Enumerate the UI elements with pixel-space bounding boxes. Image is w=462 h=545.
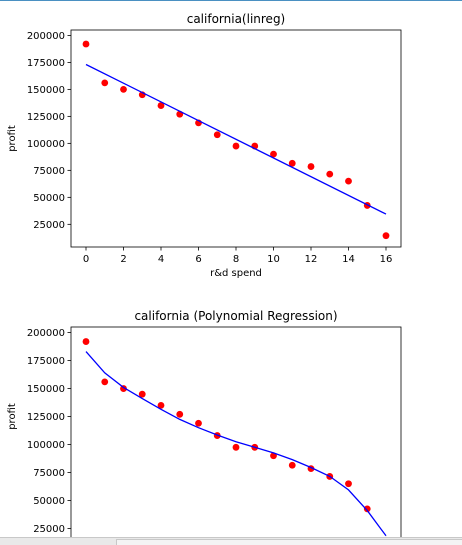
chart2-data-point (288, 461, 296, 469)
chart1-data-point (307, 163, 315, 170)
chart2-data-point (157, 401, 165, 409)
chart2-plot-frame (70, 326, 402, 545)
chart1-data-point (326, 170, 334, 178)
chart1-ytick-label: 200000 (27, 31, 65, 42)
chart1-ytick-label: 125000 (27, 112, 65, 123)
chart1-ytick-label: 50000 (33, 193, 65, 204)
chart2-ytick-label: 100000 (27, 440, 65, 451)
chart1-data-point (213, 131, 221, 139)
chart1-data-point (120, 85, 127, 93)
chart2-data-point (138, 390, 146, 398)
chart2-data-point (232, 443, 240, 451)
chart2-y-axis-label: profit (7, 403, 18, 430)
chart1-ytick-label: 150000 (27, 85, 65, 96)
chart1-ytick-label: 100000 (27, 139, 65, 150)
chart1-data-point (345, 177, 352, 185)
chart2-ytick-label: 25000 (33, 524, 65, 535)
chart2-data-point (195, 419, 202, 427)
chart1-data-point (101, 79, 109, 87)
chart2-ytick-label: 200000 (27, 328, 65, 339)
chart1-xtick-label: 10 (267, 254, 280, 265)
bottom-panel-tab[interactable] (116, 539, 462, 545)
chart1-data-point (288, 159, 296, 167)
chart1-xtick-label: 4 (158, 254, 164, 265)
chart2-ytick-label: 75000 (33, 468, 65, 479)
chart2-data-point (101, 378, 109, 386)
chart2-ytick-label: 125000 (27, 412, 65, 423)
chart2-ytick-label: 150000 (27, 384, 65, 395)
chart1-data-point (82, 40, 90, 48)
chart1-fit-line (85, 63, 387, 215)
chart2-ytick-label: 50000 (33, 496, 65, 507)
chart2-data-point (363, 505, 371, 513)
chart1-xtick-label: 0 (83, 254, 89, 265)
chart1-plot-frame (70, 29, 402, 248)
chart2-ytick-label: 175000 (27, 356, 65, 367)
chart1-xtick-label: 6 (195, 254, 201, 265)
chart2-data-point (82, 338, 90, 345)
chart1-y-axis-label: profit (7, 125, 18, 152)
chart1-xtick-label: 14 (342, 254, 355, 265)
chart1-xtick-label: 12 (305, 254, 318, 265)
chart2-data-point (345, 480, 352, 488)
chart1-ytick-label: 75000 (33, 166, 65, 177)
window-top-border (0, 0, 462, 1)
chart1-ytick-label: 25000 (33, 220, 65, 231)
chart1-data-point (232, 142, 240, 150)
chart1-data-point (382, 232, 390, 240)
chart1-xtick-label: 16 (380, 254, 393, 265)
chart1-xtick-label: 8 (233, 254, 239, 265)
chart1-x-axis-label: r&d spend (210, 268, 262, 279)
chart2-title: california (Polynomial Regression) (134, 309, 337, 323)
chart1-ytick-label: 175000 (27, 58, 65, 69)
chart1-title: california(linreg) (187, 12, 286, 26)
chart1-data-point (157, 102, 165, 109)
chart2-fit-line (85, 351, 387, 537)
chart2-data-point (176, 410, 184, 418)
chart1-xtick-label: 2 (120, 254, 126, 265)
chart1-data-point (270, 150, 277, 158)
